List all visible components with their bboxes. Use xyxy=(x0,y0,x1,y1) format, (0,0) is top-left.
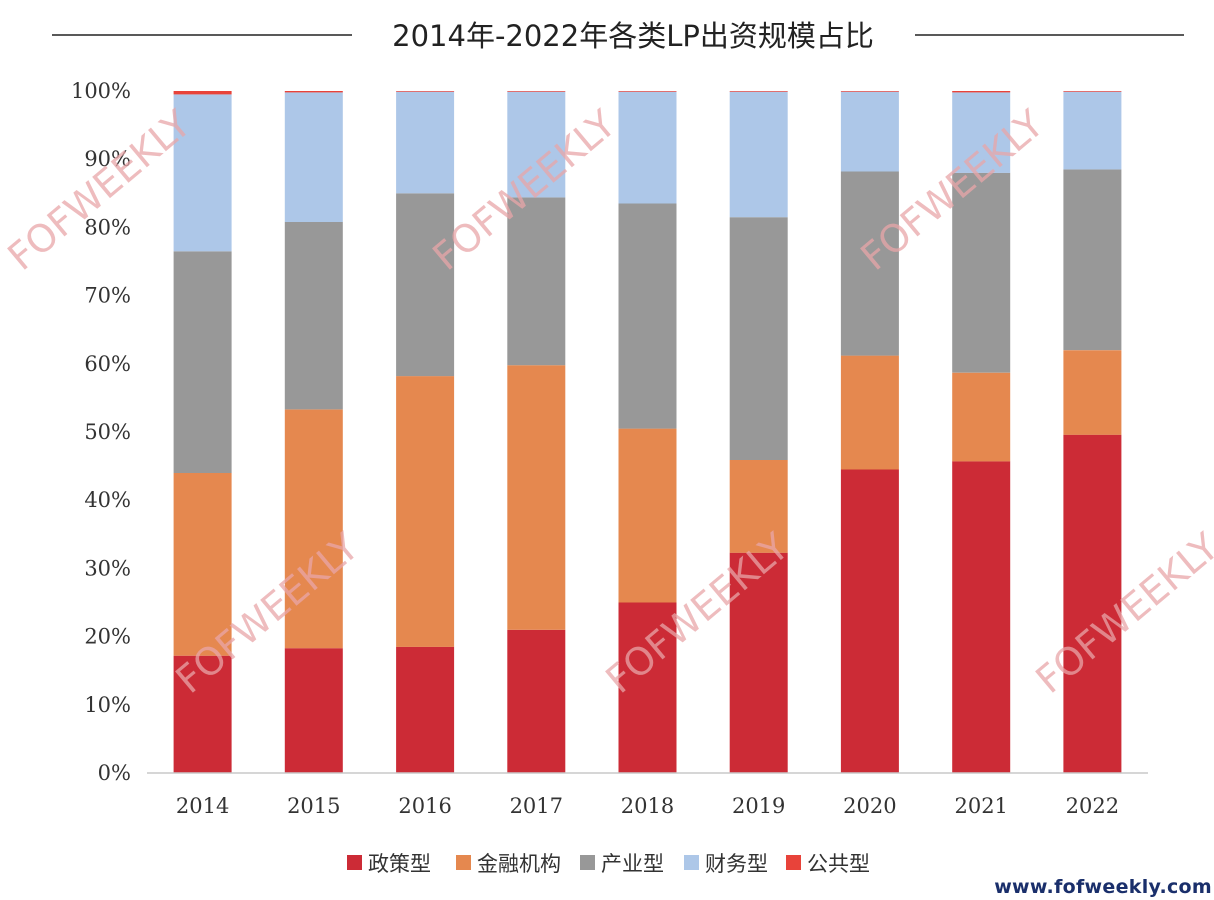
x-tick-label-2018: 2018 xyxy=(621,794,674,818)
bar-2018-series-3 xyxy=(618,91,677,204)
legend-label-1: 金融机构 xyxy=(477,852,561,876)
bar-2017-series-3 xyxy=(507,91,566,198)
watermark-text-0: FOFWEEKLY xyxy=(0,101,200,279)
bar-2018-series-2 xyxy=(618,203,677,429)
bar-2015-series-3 xyxy=(284,92,343,223)
bar-2022-series-3 xyxy=(1063,91,1122,170)
bar-2017-series-1 xyxy=(507,365,566,630)
bar-2019-series-1 xyxy=(729,460,788,553)
bar-2016-series-0 xyxy=(396,646,455,773)
bar-2017-series-4 xyxy=(507,91,566,92)
chart-title-group: 2014年-2022年各类LP出资规模占比 xyxy=(52,19,1184,53)
bar-2022-series-0 xyxy=(1063,434,1122,773)
y-tick-label-2: 20% xyxy=(84,625,131,649)
bar-2022-series-1 xyxy=(1063,350,1122,435)
bar-2015-series-2 xyxy=(284,221,343,410)
x-tick-label-2020: 2020 xyxy=(843,794,896,818)
bar-2020-series-2 xyxy=(840,171,899,356)
bar-2014-series-1 xyxy=(173,472,232,656)
bar-2022-series-2 xyxy=(1063,169,1122,351)
y-tick-label-8: 80% xyxy=(84,215,131,239)
bar-2019-series-3 xyxy=(729,91,788,218)
bar-2016-series-2 xyxy=(396,193,455,377)
chart-title: 2014年-2022年各类LP出资规模占比 xyxy=(392,19,874,53)
y-tick-label-7: 70% xyxy=(84,284,131,308)
bar-2021-series-2 xyxy=(952,172,1011,373)
legend: 政策型 金融机构 产业型 财务型 公共型 xyxy=(347,852,870,876)
bar-2017-series-0 xyxy=(507,629,566,773)
bars-layer xyxy=(173,91,1122,773)
bar-2016-series-1 xyxy=(396,376,455,647)
bar-2021-series-0 xyxy=(952,461,1011,773)
y-tick-label-0: 0% xyxy=(98,761,131,785)
y-tick-label-6: 60% xyxy=(84,352,131,376)
bar-2018-series-4 xyxy=(618,91,677,92)
legend-label-2: 产业型 xyxy=(601,852,664,876)
bar-2017-series-2 xyxy=(507,197,566,366)
legend-swatch-3 xyxy=(684,855,699,870)
legend-label-0: 政策型 xyxy=(368,852,431,876)
bar-2019-series-2 xyxy=(729,217,788,460)
y-tick-label-10: 100% xyxy=(71,79,131,103)
bar-2016-series-4 xyxy=(396,91,455,92)
bar-2021-series-4 xyxy=(952,91,1011,93)
x-tick-label-2021: 2021 xyxy=(954,794,1007,818)
y-tick-label-1: 10% xyxy=(84,693,131,717)
x-tick-label-2017: 2017 xyxy=(510,794,563,818)
bar-2021-series-3 xyxy=(952,92,1011,173)
bar-2014-series-3 xyxy=(173,94,232,252)
legend-swatch-2 xyxy=(580,855,595,870)
x-tick-label-2016: 2016 xyxy=(398,794,451,818)
website-url[interactable]: www.fofweekly.com xyxy=(994,876,1212,898)
bar-2021-series-1 xyxy=(952,372,1011,462)
legend-swatch-4 xyxy=(786,855,801,870)
axes-layer: 2014 2015 2016 2017 2018 2019 2020 2021 2022 0% 10… xyxy=(71,79,1148,818)
x-tick-label-2019: 2019 xyxy=(732,794,785,818)
bar-2015-series-4 xyxy=(284,91,343,93)
bar-2019-series-4 xyxy=(729,91,788,92)
bar-2020-series-3 xyxy=(840,91,899,172)
bar-2014-series-2 xyxy=(173,251,232,473)
bar-2015-series-0 xyxy=(284,648,343,773)
bar-2019-series-0 xyxy=(729,552,788,773)
y-tick-label-4: 40% xyxy=(84,488,131,512)
y-tick-label-3: 30% xyxy=(84,556,131,580)
bar-2018-series-0 xyxy=(618,602,677,773)
bar-2014-series-4 xyxy=(173,91,232,95)
legend-label-3: 财务型 xyxy=(705,852,768,876)
bar-2022-series-4 xyxy=(1063,91,1122,92)
bar-2016-series-3 xyxy=(396,91,455,194)
x-tick-label-2022: 2022 xyxy=(1066,794,1119,818)
bar-2015-series-1 xyxy=(284,409,343,649)
bar-2020-series-4 xyxy=(840,91,899,92)
bar-2020-series-0 xyxy=(840,469,899,773)
x-tick-label-2014: 2014 xyxy=(176,794,229,818)
y-tick-label-5: 50% xyxy=(84,420,131,444)
legend-label-4: 公共型 xyxy=(807,852,870,876)
legend-swatch-0 xyxy=(347,855,362,870)
x-tick-label-2015: 2015 xyxy=(287,794,340,818)
bar-2018-series-1 xyxy=(618,428,677,603)
bar-2014-series-0 xyxy=(173,655,232,773)
bar-2020-series-1 xyxy=(840,355,899,470)
y-tick-label-9: 90% xyxy=(84,147,131,171)
legend-swatch-1 xyxy=(456,855,471,870)
